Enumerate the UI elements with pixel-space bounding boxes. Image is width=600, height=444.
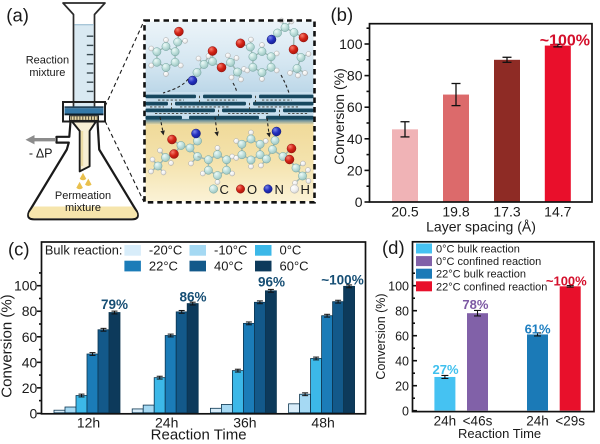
svg-text:60: 60 (395, 329, 409, 343)
svg-text:Conversion (%): Conversion (%) (374, 293, 388, 379)
svg-text:Permeation: Permeation (55, 190, 111, 202)
svg-text:27%: 27% (432, 362, 458, 377)
svg-text:17.3: 17.3 (493, 204, 520, 220)
svg-text:(b): (b) (331, 4, 354, 25)
svg-text:24h: 24h (155, 414, 178, 430)
svg-text:24h: 24h (526, 413, 549, 428)
svg-text:Conversion (%): Conversion (%) (0, 294, 16, 397)
svg-text:80: 80 (22, 303, 38, 319)
svg-text:20: 20 (347, 162, 363, 178)
svg-text:C: C (220, 182, 229, 197)
svg-text:0: 0 (355, 194, 363, 210)
svg-text:100: 100 (14, 278, 38, 294)
svg-text:0: 0 (402, 404, 409, 418)
svg-text:78%: 78% (462, 297, 488, 312)
svg-text:~100%: ~100% (546, 274, 587, 289)
svg-text:<46s: <46s (463, 413, 493, 428)
svg-text:40°C: 40°C (214, 258, 243, 273)
svg-text:-20°C: -20°C (149, 243, 182, 258)
svg-text:-10°C: -10°C (214, 243, 247, 258)
svg-text:mixture: mixture (29, 67, 65, 79)
svg-text:O: O (247, 182, 257, 197)
svg-text:40: 40 (347, 131, 363, 147)
svg-text:- ΔP: - ΔP (29, 147, 53, 161)
svg-text:0°C confined reaction: 0°C confined reaction (436, 256, 541, 268)
svg-text:Reaction Time: Reaction Time (458, 426, 541, 441)
svg-text:36h: 36h (233, 414, 256, 430)
svg-text:<29s: <29s (555, 413, 585, 428)
svg-text:80: 80 (347, 68, 363, 84)
svg-text:Reaction: Reaction (26, 55, 69, 67)
svg-text:60: 60 (22, 329, 38, 345)
svg-text:48h: 48h (311, 414, 334, 430)
svg-text:0: 0 (30, 405, 38, 421)
svg-text:20.5: 20.5 (391, 204, 418, 220)
svg-text:60°C: 60°C (280, 258, 309, 273)
svg-text:(c): (c) (8, 238, 30, 259)
svg-text:96%: 96% (258, 275, 285, 290)
svg-text:0°C: 0°C (280, 243, 302, 258)
svg-text:20: 20 (395, 379, 409, 393)
svg-text:80: 80 (395, 304, 409, 318)
svg-text:19.8: 19.8 (442, 204, 469, 220)
svg-text:61%: 61% (525, 322, 551, 337)
svg-text:79%: 79% (101, 297, 128, 312)
svg-text:60: 60 (347, 99, 363, 115)
svg-text:mixture: mixture (65, 202, 101, 214)
svg-text:(a): (a) (6, 4, 29, 25)
svg-text:0°C bulk reaction: 0°C bulk reaction (436, 244, 520, 256)
svg-text:22°C bulk reaction: 22°C bulk reaction (436, 269, 526, 281)
svg-text:~100%: ~100% (321, 273, 363, 288)
svg-text:22°C confined reaction: 22°C confined reaction (436, 281, 547, 293)
svg-text:(d): (d) (382, 237, 405, 258)
svg-text:40: 40 (395, 354, 409, 368)
svg-text:24h: 24h (434, 413, 457, 428)
svg-text:Conversion (%): Conversion (%) (331, 68, 347, 164)
svg-text:14.7: 14.7 (544, 204, 571, 220)
svg-text:86%: 86% (179, 290, 206, 305)
svg-text:40: 40 (22, 354, 38, 370)
svg-text:~100%: ~100% (540, 33, 590, 50)
svg-text:12h: 12h (77, 414, 100, 430)
svg-text:100: 100 (388, 279, 409, 293)
svg-text:H: H (301, 182, 310, 197)
svg-text:100: 100 (339, 36, 363, 52)
svg-text:20: 20 (22, 380, 38, 396)
svg-text:N: N (275, 182, 284, 197)
svg-text:Layer spacing (Å): Layer spacing (Å) (426, 219, 536, 235)
svg-text:Bulk reaction:: Bulk reaction: (45, 243, 123, 258)
svg-text:22°C: 22°C (149, 258, 178, 273)
svg-text:Reaction Time: Reaction Time (151, 426, 247, 443)
